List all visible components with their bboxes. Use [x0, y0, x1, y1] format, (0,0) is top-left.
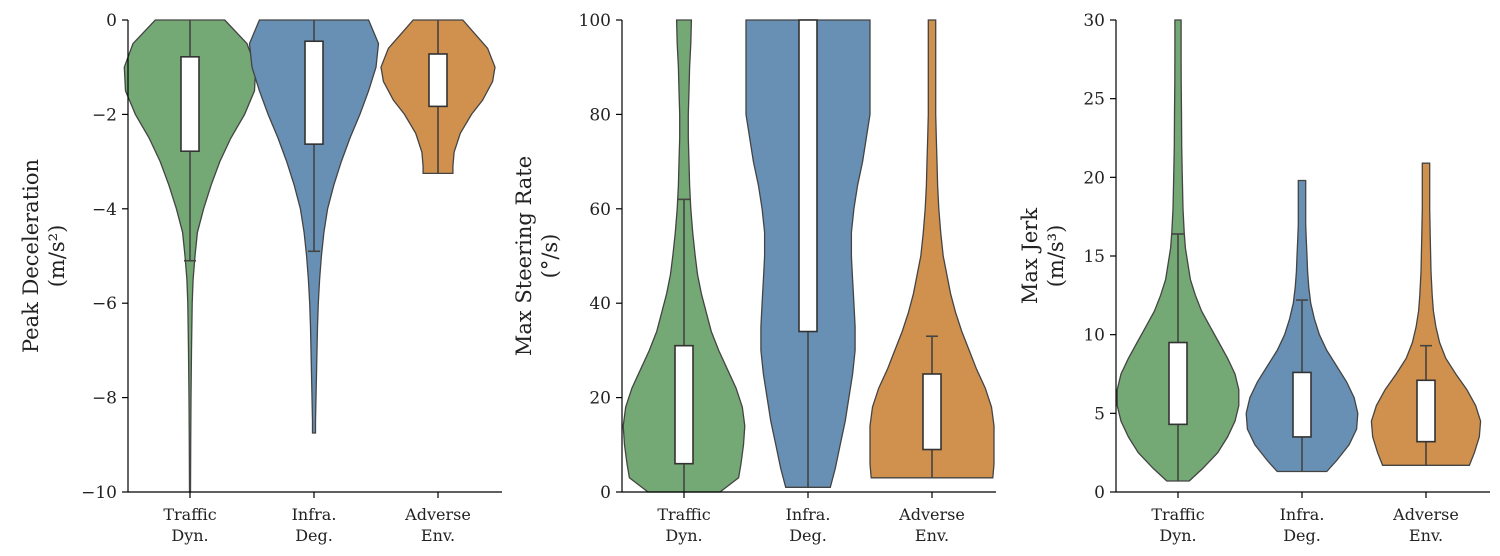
iqr-box-3	[922, 373, 942, 451]
x-tick-label-line: Traffic	[657, 505, 710, 524]
chart-panel-1: 0 −2 −4 −6 −8 −10 Traffic Dyn. Infra. Deg. Adverse…	[19, 11, 502, 545]
y-tick-label: 100	[579, 11, 611, 31]
x-tick-label-line: Deg.	[789, 526, 827, 545]
x-tick-label: Traffic Dyn.	[657, 505, 710, 545]
x-tick-label: Adverse Env.	[404, 505, 471, 545]
x-tick-label: Adverse Env.	[898, 505, 965, 545]
iqr-box-1	[1168, 341, 1188, 426]
y-tick-label: 0	[106, 11, 117, 31]
y-axis-title: Max Jerk(m/s³)	[1018, 208, 1068, 304]
y-axis-title-line: (°/s)	[538, 234, 562, 279]
x-tick-label: Traffic Dyn.	[163, 505, 216, 545]
x-tick-label-line: Adverse	[404, 505, 471, 524]
y-axis-title-line: Max Steering Rate	[512, 156, 536, 356]
x-tick-label-line: Traffic	[163, 505, 216, 524]
y-axis-title-line: (m/s²)	[45, 225, 69, 288]
iqr-box-1	[674, 344, 694, 465]
y-axis-title-line: Peak Deceleration	[19, 159, 43, 353]
y-tick-label: 20	[1083, 168, 1105, 188]
y-tick-label: 5	[1094, 404, 1105, 424]
x-tick-label-line: Dyn.	[665, 526, 702, 545]
y-tick-label: 25	[1083, 90, 1105, 110]
iqr-box-2	[1292, 371, 1312, 438]
y-tick-label: 20	[589, 389, 611, 409]
chart-panel-2: 0 20 40 60 80 100 Traffic Dyn. Infra. Deg. Adverse…	[512, 11, 996, 545]
iqr-box-2	[304, 40, 324, 145]
y-tick-label: 80	[589, 105, 611, 125]
x-tick-label-line: Env.	[915, 526, 949, 545]
y-tick-label: −6	[92, 294, 117, 314]
y-tick-label: −10	[81, 483, 117, 503]
x-tick-label-line: Deg.	[295, 526, 333, 545]
y-axis-title-line: (m/s³)	[1044, 225, 1068, 288]
y-tick-label: 0	[1094, 483, 1105, 503]
y-axis-title: Max Steering Rate(°/s)	[512, 156, 562, 356]
y-tick-label: 0	[600, 483, 611, 503]
x-tick-label: Infra. Deg.	[786, 505, 831, 545]
x-tick-label: Adverse Env.	[1392, 505, 1459, 545]
x-tick-label-line: Infra.	[786, 505, 831, 524]
x-tick-label-line: Traffic	[1151, 505, 1204, 524]
x-tick-label-line: Env.	[1409, 526, 1443, 545]
x-tick-label-line: Infra.	[292, 505, 337, 524]
x-tick-label-line: Dyn.	[1159, 526, 1196, 545]
y-tick-label: −2	[92, 105, 117, 125]
y-tick-label: 10	[1083, 326, 1105, 346]
iqr-box-3	[428, 53, 448, 108]
x-tick-label-line: Dyn.	[171, 526, 208, 545]
y-tick-label: 60	[589, 200, 611, 220]
violin-3	[869, 19, 995, 479]
chart-panel-3: 0 5 10 15 20 25 30 Traffic Dyn. Infra. Deg. Adverse…	[1018, 11, 1490, 545]
iqr-box-3	[1416, 379, 1436, 443]
x-tick-label: Traffic Dyn.	[1151, 505, 1204, 545]
y-axis-title-line: Max Jerk	[1018, 208, 1042, 304]
y-tick-label: 15	[1083, 247, 1105, 267]
x-tick-label-line: Deg.	[1283, 526, 1321, 545]
y-tick-label: 30	[1083, 11, 1105, 31]
x-tick-label-line: Adverse	[1392, 505, 1459, 524]
x-tick-label-line: Adverse	[898, 505, 965, 524]
y-tick-label: 40	[589, 294, 611, 314]
x-tick-label: Infra. Deg.	[292, 505, 337, 545]
x-tick-label: Infra. Deg.	[1280, 505, 1325, 545]
x-tick-label-line: Env.	[421, 526, 455, 545]
y-tick-label: −8	[92, 389, 117, 409]
y-axis-title: Peak Deceleration(m/s²)	[19, 159, 69, 353]
violin-3	[1370, 162, 1482, 466]
x-tick-label-line: Infra.	[1280, 505, 1325, 524]
iqr-box-1	[180, 56, 200, 153]
iqr-box-2	[798, 19, 818, 333]
y-tick-label: −4	[92, 200, 117, 220]
